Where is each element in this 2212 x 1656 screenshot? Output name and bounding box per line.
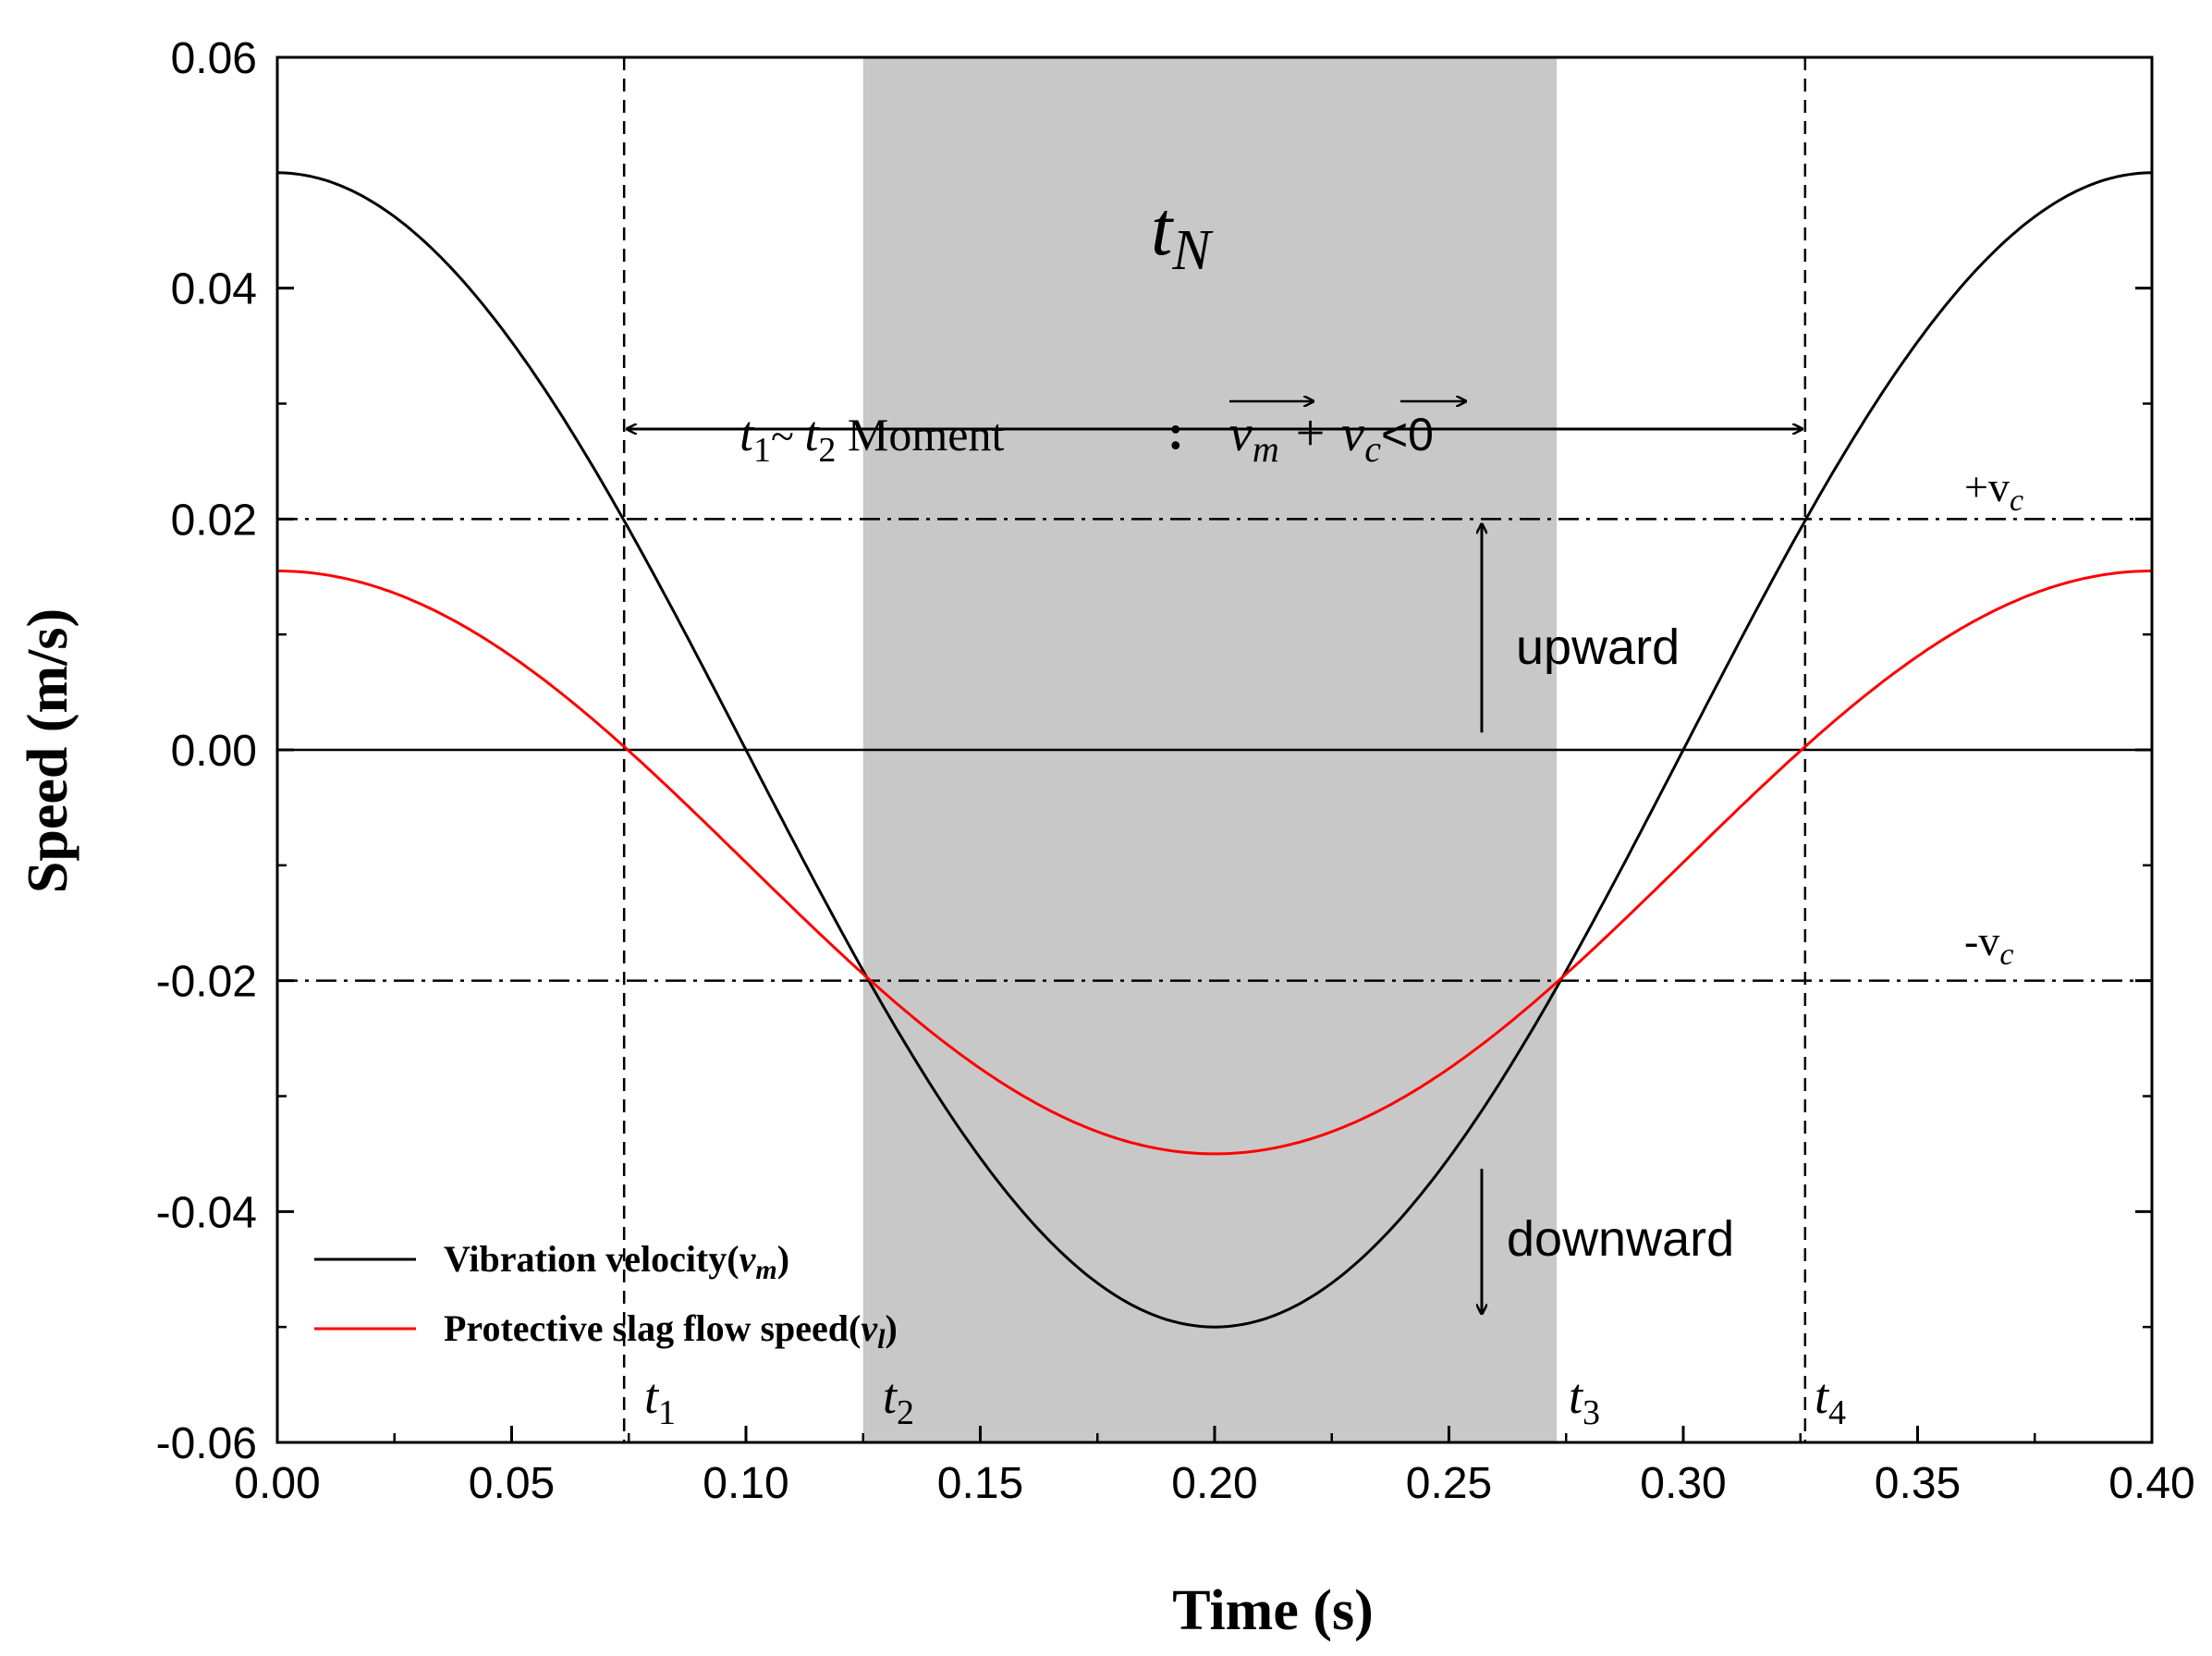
- time-marker-t4: t4: [1815, 1368, 1846, 1432]
- series-line-1: [277, 570, 2152, 1156]
- x-tick-label-0: 0.00: [234, 1459, 320, 1508]
- x-tick-label-3: 0.15: [937, 1459, 1023, 1508]
- series-layer: [276, 171, 2153, 1329]
- y-tick-label-0: -0.06: [156, 1419, 257, 1468]
- upward-label: upward: [1516, 619, 1680, 675]
- x-tick-label-4: 0.20: [1171, 1459, 1257, 1508]
- y-axis-title: Speed (m/s): [17, 608, 79, 893]
- minus-vc-label: -vc: [1964, 917, 2013, 972]
- x-axis-title: Time (s): [1172, 1579, 1374, 1642]
- legend-label-slag: Protective slag flow speed(vl): [444, 1307, 898, 1355]
- y-tick-label-3: 0.00: [171, 727, 257, 776]
- time-markers: t1 t2 t3 t4: [644, 1368, 1846, 1432]
- x-tick-label-5: 0.25: [1406, 1459, 1492, 1508]
- moment-annotation: t1~ t2 Moment: [739, 406, 1004, 470]
- y-tick-label-6: 0.06: [171, 34, 257, 83]
- vector-inequality: vm + vc<0: [1229, 401, 1465, 470]
- x-tick-label-8: 0.40: [2108, 1459, 2194, 1508]
- legend-label-vibration: Vibration velocity(vm): [444, 1238, 789, 1285]
- y-tick-label-4: 0.02: [171, 496, 257, 545]
- x-tick-label-6: 0.30: [1640, 1459, 1726, 1508]
- y-tick-label-2: -0.02: [156, 958, 257, 1007]
- downward-label: downward: [1507, 1211, 1734, 1267]
- time-marker-t1: t1: [644, 1368, 676, 1432]
- series-line-0: [276, 171, 2153, 1329]
- time-marker-t3: t3: [1569, 1368, 1600, 1432]
- plus-vc-label: +vc: [1964, 463, 2023, 518]
- legend: Vibration velocity(vm) Protective slag f…: [314, 1238, 898, 1355]
- svg-text:vm+vc<0: vm + vc<0: [1229, 405, 1434, 470]
- x-tick-label-2: 0.10: [703, 1459, 788, 1508]
- axis-ticks: 0.00 0.05 0.10 0.15 0.20 0.25 0.30 0.35 0.40 -0.0…: [156, 34, 2195, 1508]
- y-tick-label-5: 0.04: [171, 265, 257, 314]
- moment-colon: :: [1167, 404, 1184, 460]
- reference-lines: [277, 57, 2152, 1442]
- x-tick-label-7: 0.35: [1875, 1459, 1961, 1508]
- region-label-tn: tN: [1151, 186, 1214, 282]
- y-tick-label-1: -0.04: [156, 1188, 257, 1237]
- plot-frame: [275, 55, 2154, 1444]
- x-tick-label-1: 0.05: [469, 1459, 555, 1508]
- time-marker-t2: t2: [883, 1368, 914, 1432]
